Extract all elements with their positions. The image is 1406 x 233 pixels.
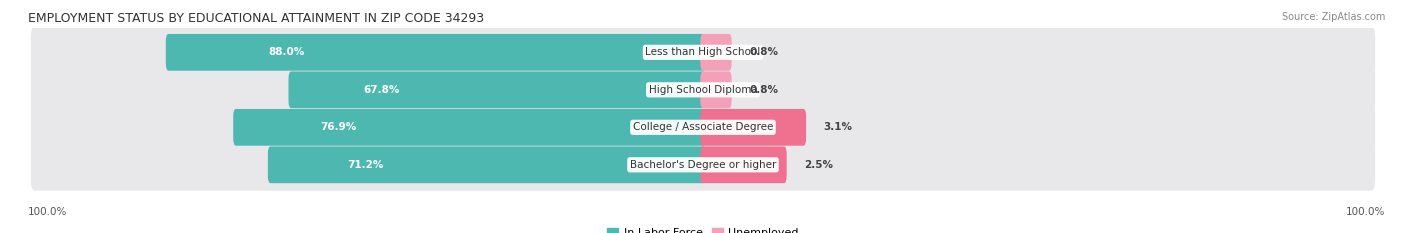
Text: 71.2%: 71.2% <box>347 160 384 170</box>
FancyBboxPatch shape <box>31 101 1375 153</box>
FancyBboxPatch shape <box>288 72 706 108</box>
Text: 100.0%: 100.0% <box>28 207 67 217</box>
Text: Source: ZipAtlas.com: Source: ZipAtlas.com <box>1281 12 1385 22</box>
FancyBboxPatch shape <box>700 109 806 146</box>
FancyBboxPatch shape <box>267 147 706 183</box>
FancyBboxPatch shape <box>31 139 1375 191</box>
FancyBboxPatch shape <box>233 109 706 146</box>
FancyBboxPatch shape <box>31 64 1375 116</box>
Legend: In Labor Force, Unemployed: In Labor Force, Unemployed <box>603 223 803 233</box>
Text: Bachelor's Degree or higher: Bachelor's Degree or higher <box>630 160 776 170</box>
FancyBboxPatch shape <box>166 34 706 71</box>
Text: EMPLOYMENT STATUS BY EDUCATIONAL ATTAINMENT IN ZIP CODE 34293: EMPLOYMENT STATUS BY EDUCATIONAL ATTAINM… <box>28 12 484 25</box>
Text: 2.5%: 2.5% <box>804 160 834 170</box>
FancyBboxPatch shape <box>31 27 1375 78</box>
Text: 67.8%: 67.8% <box>364 85 399 95</box>
FancyBboxPatch shape <box>700 147 787 183</box>
Text: 0.8%: 0.8% <box>749 85 778 95</box>
Text: College / Associate Degree: College / Associate Degree <box>633 122 773 132</box>
Text: 88.0%: 88.0% <box>269 47 304 57</box>
Text: 100.0%: 100.0% <box>1346 207 1385 217</box>
Text: 76.9%: 76.9% <box>321 122 357 132</box>
FancyBboxPatch shape <box>700 72 731 108</box>
Text: Less than High School: Less than High School <box>645 47 761 57</box>
Text: 3.1%: 3.1% <box>824 122 852 132</box>
Text: 0.8%: 0.8% <box>749 47 778 57</box>
FancyBboxPatch shape <box>700 34 731 71</box>
Text: High School Diploma: High School Diploma <box>648 85 758 95</box>
